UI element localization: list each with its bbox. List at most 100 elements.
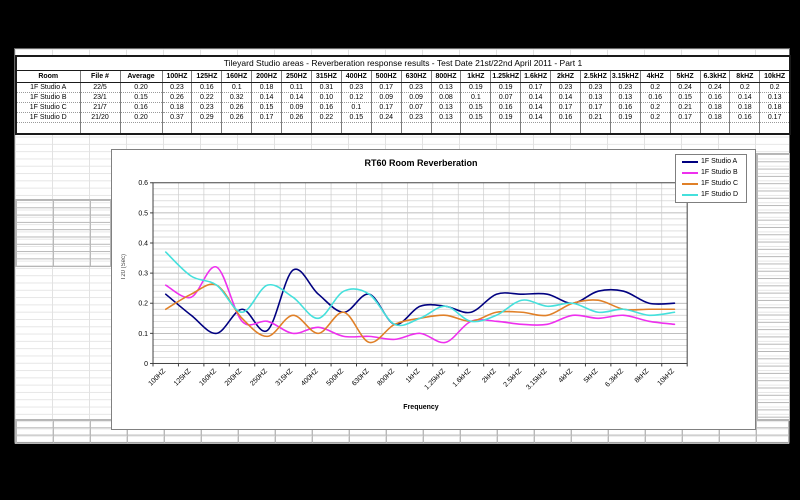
empty-cell[interactable] bbox=[460, 122, 492, 134]
value-cell[interactable]: 0.26 bbox=[281, 112, 312, 123]
value-cell[interactable]: 0.23 bbox=[550, 82, 581, 93]
value-cell[interactable]: 0.13 bbox=[430, 102, 462, 113]
value-cell[interactable]: 0.17 bbox=[251, 112, 283, 123]
column-header[interactable]: 10kHZ bbox=[759, 70, 791, 83]
value-cell[interactable]: 0.18 bbox=[251, 82, 283, 93]
value-cell[interactable]: 0.14 bbox=[281, 92, 312, 103]
room-cell[interactable]: 1F Studio D bbox=[15, 112, 81, 123]
empty-cell[interactable] bbox=[490, 122, 522, 134]
value-cell[interactable]: 0.31 bbox=[310, 82, 342, 93]
empty-cell[interactable] bbox=[281, 122, 312, 134]
room-cell[interactable]: 1F Studio C bbox=[15, 102, 81, 113]
value-cell[interactable]: 0.24 bbox=[370, 112, 402, 123]
column-header[interactable]: 6.3kHZ bbox=[699, 70, 731, 83]
value-cell[interactable]: 0.13 bbox=[609, 92, 641, 103]
value-cell[interactable]: 0.17 bbox=[520, 82, 552, 93]
empty-cell[interactable] bbox=[191, 122, 223, 134]
column-header[interactable]: 125HZ bbox=[191, 70, 223, 83]
column-header[interactable]: File # bbox=[79, 70, 121, 83]
column-header[interactable]: 1kHZ bbox=[460, 70, 492, 83]
column-header[interactable]: 100HZ bbox=[161, 70, 193, 83]
value-cell[interactable]: 0.14 bbox=[251, 92, 283, 103]
value-cell[interactable]: 0.15 bbox=[669, 92, 701, 103]
value-cell[interactable]: 0.16 bbox=[550, 112, 581, 123]
value-cell[interactable]: 0.17 bbox=[669, 112, 701, 123]
value-cell[interactable]: 0.23 bbox=[400, 82, 432, 93]
value-cell[interactable]: 0.23 bbox=[191, 102, 223, 113]
value-cell[interactable]: 0.18 bbox=[699, 102, 731, 113]
value-cell[interactable]: 0.14 bbox=[729, 92, 761, 103]
empty-cell[interactable] bbox=[699, 122, 731, 134]
value-cell[interactable]: 0.37 bbox=[161, 112, 193, 123]
value-cell[interactable]: 0.18 bbox=[161, 102, 193, 113]
average-cell[interactable]: 0.20 bbox=[119, 112, 163, 123]
column-header[interactable]: 160HZ bbox=[221, 70, 253, 83]
column-header[interactable]: 500HZ bbox=[370, 70, 402, 83]
value-cell[interactable]: 0.26 bbox=[161, 92, 193, 103]
value-cell[interactable]: 0.18 bbox=[729, 102, 761, 113]
average-cell[interactable]: 0.15 bbox=[119, 92, 163, 103]
file-cell[interactable]: 23/1 bbox=[79, 92, 121, 103]
empty-cell[interactable] bbox=[79, 122, 121, 134]
column-header[interactable]: 4kHZ bbox=[639, 70, 671, 83]
value-cell[interactable]: 0.23 bbox=[400, 112, 432, 123]
value-cell[interactable]: 0.19 bbox=[490, 82, 522, 93]
value-cell[interactable]: 0.09 bbox=[281, 102, 312, 113]
empty-cell[interactable] bbox=[639, 122, 671, 134]
value-cell[interactable]: 0.2 bbox=[729, 82, 761, 93]
empty-cell[interactable] bbox=[15, 122, 81, 134]
column-header[interactable]: 1.6kHZ bbox=[520, 70, 552, 83]
value-cell[interactable]: 0.16 bbox=[699, 92, 731, 103]
rt60-chart[interactable]: 0 0.1 0.2 0.3 0.4 0.5 0.6 100HZ 125HZ 160HZ 200HZ 2… bbox=[111, 149, 756, 430]
value-cell[interactable]: 0.16 bbox=[729, 112, 761, 123]
average-cell[interactable]: 0.20 bbox=[119, 82, 163, 93]
column-header[interactable]: 315HZ bbox=[310, 70, 342, 83]
value-cell[interactable]: 0.23 bbox=[340, 82, 372, 93]
empty-cell[interactable] bbox=[729, 122, 761, 134]
value-cell[interactable]: 0.2 bbox=[639, 82, 671, 93]
column-header[interactable]: Average bbox=[119, 70, 163, 83]
column-header[interactable]: 1.25kHZ bbox=[490, 70, 522, 83]
value-cell[interactable]: 0.13 bbox=[430, 112, 462, 123]
empty-cell[interactable] bbox=[520, 122, 552, 134]
column-header[interactable]: 5kHZ bbox=[669, 70, 701, 83]
empty-cell[interactable] bbox=[759, 122, 791, 134]
value-cell[interactable]: 0.24 bbox=[669, 82, 701, 93]
value-cell[interactable]: 0.13 bbox=[579, 92, 611, 103]
value-cell[interactable]: 0.1 bbox=[460, 92, 492, 103]
value-cell[interactable]: 0.13 bbox=[430, 82, 462, 93]
value-cell[interactable]: 0.16 bbox=[191, 82, 223, 93]
value-cell[interactable]: 0.17 bbox=[370, 102, 402, 113]
column-header[interactable]: 2.5kHZ bbox=[579, 70, 611, 83]
value-cell[interactable]: 0.15 bbox=[251, 102, 283, 113]
value-cell[interactable]: 0.23 bbox=[609, 82, 641, 93]
value-cell[interactable]: 0.14 bbox=[520, 112, 552, 123]
column-header[interactable]: 250HZ bbox=[281, 70, 312, 83]
column-header[interactable]: 200HZ bbox=[251, 70, 283, 83]
value-cell[interactable]: 0.19 bbox=[460, 82, 492, 93]
value-cell[interactable]: 0.26 bbox=[221, 102, 253, 113]
value-cell[interactable]: 0.19 bbox=[609, 112, 641, 123]
empty-cell[interactable] bbox=[221, 122, 253, 134]
value-cell[interactable]: 0.16 bbox=[310, 102, 342, 113]
column-header[interactable]: 800HZ bbox=[430, 70, 462, 83]
average-cell[interactable]: 0.16 bbox=[119, 102, 163, 113]
value-cell[interactable]: 0.1 bbox=[221, 82, 253, 93]
empty-cell[interactable] bbox=[161, 122, 193, 134]
value-cell[interactable]: 0.07 bbox=[400, 102, 432, 113]
value-cell[interactable]: 0.13 bbox=[759, 92, 791, 103]
value-cell[interactable]: 0.26 bbox=[221, 112, 253, 123]
value-cell[interactable]: 0.14 bbox=[520, 102, 552, 113]
room-cell[interactable]: 1F Studio A bbox=[15, 82, 81, 93]
value-cell[interactable]: 0.21 bbox=[579, 112, 611, 123]
value-cell[interactable]: 0.09 bbox=[370, 92, 402, 103]
value-cell[interactable]: 0.18 bbox=[699, 112, 731, 123]
value-cell[interactable]: 0.16 bbox=[639, 92, 671, 103]
value-cell[interactable]: 0.07 bbox=[490, 92, 522, 103]
value-cell[interactable]: 0.14 bbox=[520, 92, 552, 103]
empty-cell[interactable] bbox=[370, 122, 402, 134]
value-cell[interactable]: 0.23 bbox=[161, 82, 193, 93]
value-cell[interactable]: 0.18 bbox=[759, 102, 791, 113]
value-cell[interactable]: 0.11 bbox=[281, 82, 312, 93]
value-cell[interactable]: 0.14 bbox=[550, 92, 581, 103]
